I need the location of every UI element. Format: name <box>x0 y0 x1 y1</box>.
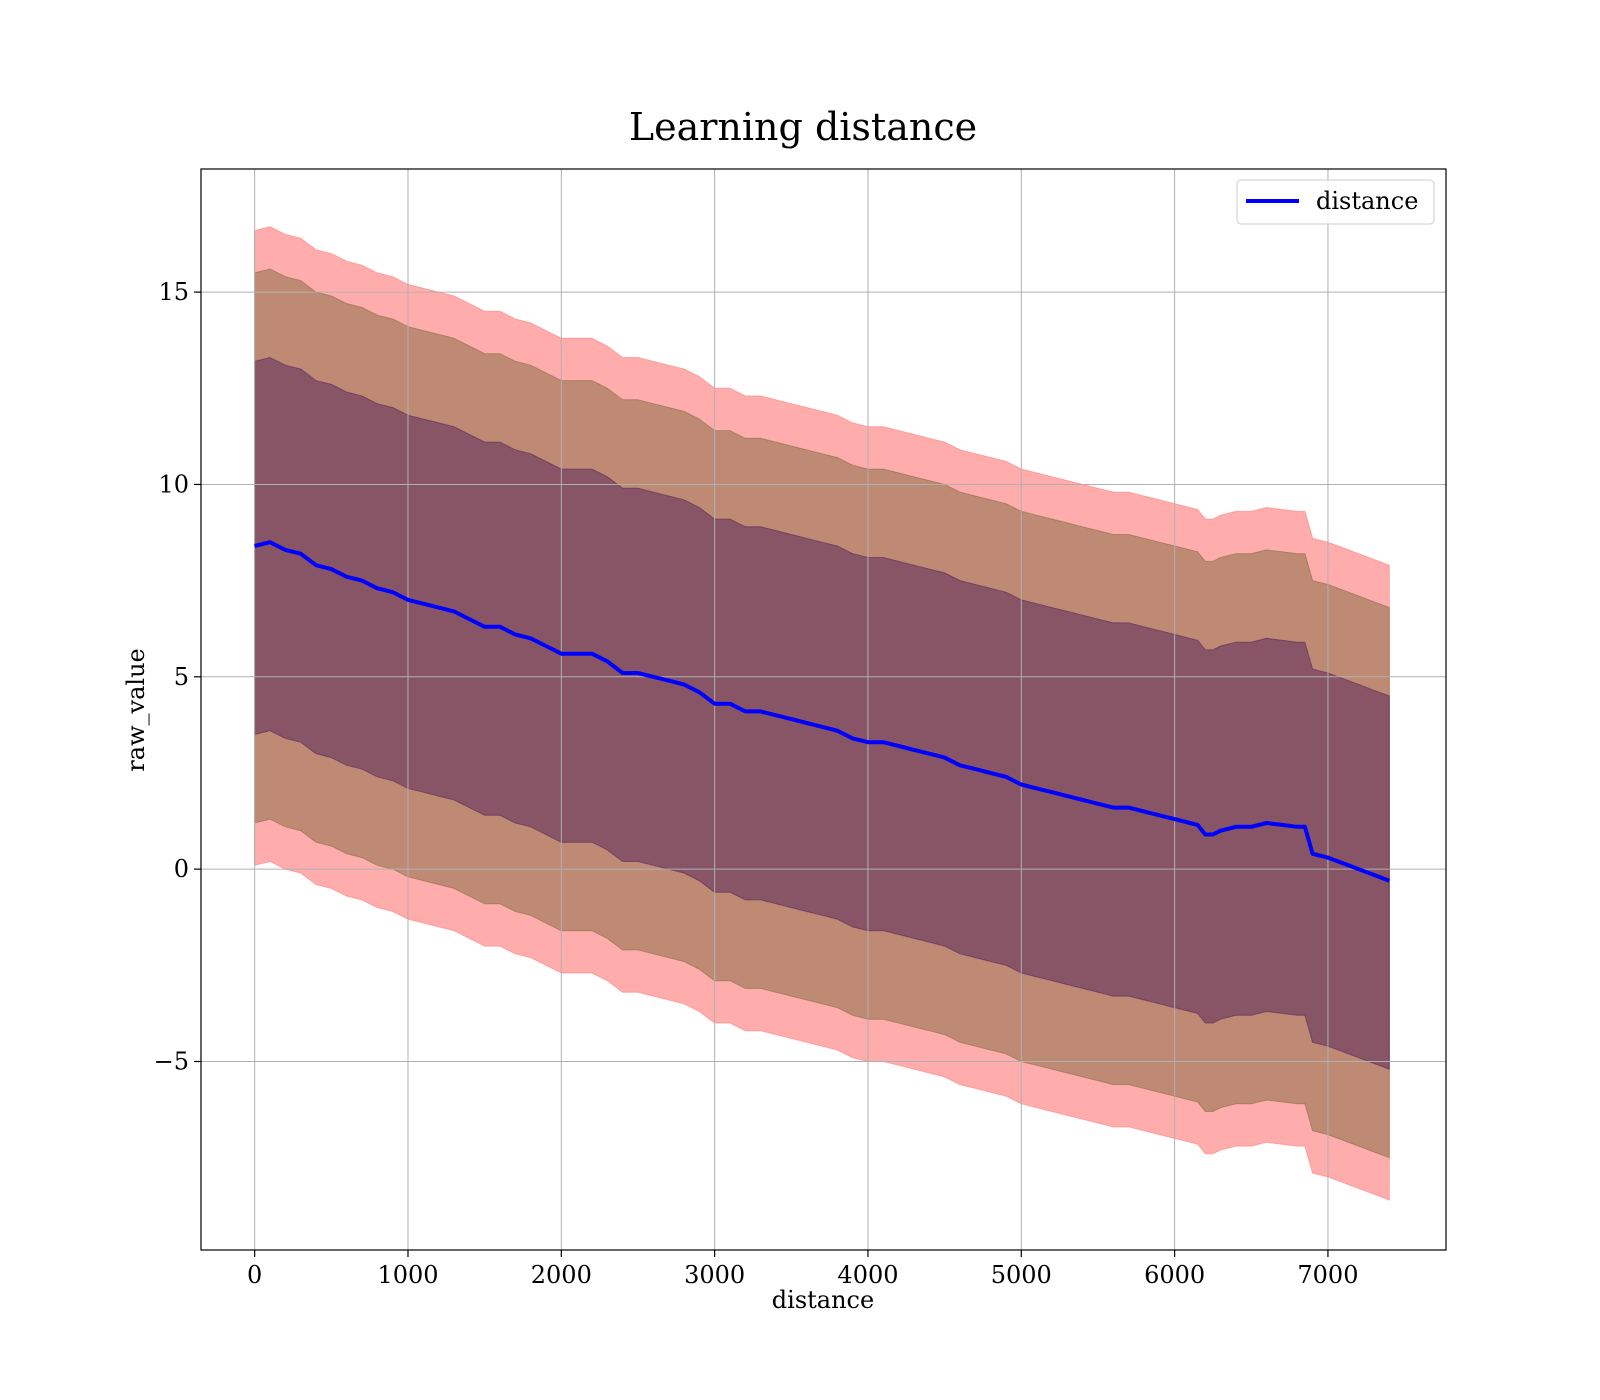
x-tick-label: 3000 <box>684 1261 745 1289</box>
y-tick-label: 10 <box>158 470 189 498</box>
grid-lines <box>201 169 1446 1250</box>
x-axis-label: distance <box>772 1286 874 1314</box>
chart-title: Learning distance <box>629 105 977 149</box>
x-tick-label: 1000 <box>377 1261 438 1289</box>
x-tick-label: 2000 <box>531 1261 592 1289</box>
band-1std <box>254 356 1390 1070</box>
legend-box <box>1236 179 1435 225</box>
x-tick-label: 6000 <box>1144 1261 1205 1289</box>
confidence-bands <box>254 226 1390 1201</box>
plot-area <box>201 169 1446 1250</box>
y-tick-label: −5 <box>154 1047 189 1075</box>
x-tick-label: 7000 <box>1297 1261 1358 1289</box>
y-tick-label: 5 <box>174 663 189 691</box>
series-line-distance <box>254 540 1391 883</box>
y-tick-label: 15 <box>158 278 189 306</box>
x-tick-label: 0 <box>247 1261 262 1289</box>
series-layer <box>254 540 1391 883</box>
x-tick-label: 4000 <box>837 1261 898 1289</box>
x-axis-ticks: 0 1000 2000 3000 4000 5000 6000 7000 <box>247 1250 1358 1289</box>
y-tick-label: 0 <box>174 855 189 883</box>
y-axis-label: raw_value <box>122 648 150 772</box>
plot-frame <box>200 168 1447 1251</box>
legend-label-distance: distance <box>1316 187 1418 215</box>
legend[interactable]: distance <box>1236 179 1435 225</box>
x-tick-label: 5000 <box>991 1261 1052 1289</box>
y-axis-ticks: −5 0 5 10 15 <box>154 278 201 1075</box>
